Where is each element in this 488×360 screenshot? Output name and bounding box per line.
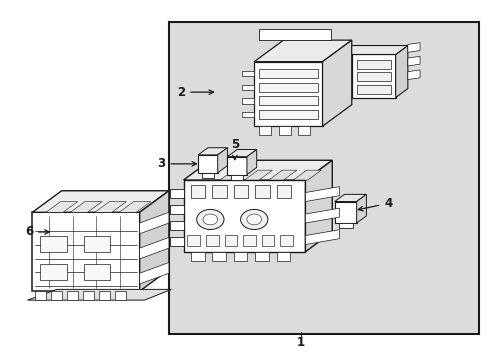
Text: 5: 5 (230, 138, 238, 160)
Polygon shape (32, 212, 140, 291)
Bar (187, 235, 200, 246)
Bar (276, 185, 291, 198)
Text: 3: 3 (157, 157, 196, 170)
Polygon shape (305, 208, 339, 223)
Polygon shape (246, 149, 256, 175)
Polygon shape (27, 289, 171, 300)
Polygon shape (276, 252, 290, 261)
Bar (40, 264, 66, 280)
Polygon shape (242, 71, 254, 76)
Polygon shape (351, 54, 395, 98)
Polygon shape (115, 291, 126, 300)
Bar (261, 235, 274, 246)
Polygon shape (202, 173, 213, 178)
Bar (83, 235, 110, 252)
Bar (243, 235, 255, 246)
Polygon shape (242, 112, 254, 117)
Polygon shape (220, 170, 247, 180)
Bar (255, 185, 269, 198)
Polygon shape (351, 45, 407, 54)
Polygon shape (190, 252, 204, 261)
Text: 6: 6 (25, 225, 49, 238)
Bar (259, 110, 317, 119)
Bar (259, 83, 317, 92)
Bar (83, 264, 110, 280)
Text: 2: 2 (177, 86, 213, 99)
Polygon shape (46, 202, 78, 212)
Polygon shape (356, 194, 366, 223)
Polygon shape (198, 155, 217, 173)
Polygon shape (217, 148, 227, 173)
Polygon shape (140, 237, 168, 259)
Bar (280, 235, 292, 246)
Polygon shape (268, 170, 296, 180)
Bar (233, 185, 248, 198)
Bar (168, 22, 478, 334)
Polygon shape (254, 40, 351, 62)
Polygon shape (35, 291, 45, 300)
Polygon shape (140, 212, 168, 234)
Polygon shape (255, 252, 268, 261)
Polygon shape (169, 189, 183, 198)
Polygon shape (293, 170, 321, 180)
Bar (212, 185, 226, 198)
Text: 1: 1 (296, 336, 304, 348)
Polygon shape (233, 252, 247, 261)
Circle shape (196, 210, 224, 229)
Polygon shape (32, 191, 168, 212)
Bar (356, 60, 390, 69)
Polygon shape (169, 237, 183, 246)
Polygon shape (183, 160, 331, 180)
Polygon shape (198, 148, 227, 155)
Polygon shape (298, 126, 310, 135)
Polygon shape (254, 62, 322, 126)
Polygon shape (169, 221, 183, 230)
Polygon shape (242, 98, 254, 104)
Polygon shape (242, 85, 254, 90)
Bar (190, 185, 205, 198)
Polygon shape (407, 56, 419, 66)
Bar (259, 69, 317, 78)
Polygon shape (322, 40, 351, 126)
Polygon shape (305, 186, 339, 202)
Polygon shape (278, 126, 290, 135)
Polygon shape (259, 126, 271, 135)
Polygon shape (395, 45, 407, 98)
Polygon shape (227, 157, 246, 175)
Polygon shape (119, 202, 151, 212)
Bar (259, 96, 317, 105)
Polygon shape (231, 175, 243, 180)
Polygon shape (83, 291, 94, 300)
Polygon shape (169, 205, 183, 214)
Polygon shape (305, 230, 339, 244)
Polygon shape (305, 160, 331, 252)
Polygon shape (244, 170, 272, 180)
Circle shape (240, 210, 267, 229)
Bar (356, 85, 390, 94)
Polygon shape (212, 252, 225, 261)
Polygon shape (407, 70, 419, 80)
Polygon shape (51, 291, 61, 300)
Polygon shape (95, 202, 126, 212)
Polygon shape (140, 262, 168, 284)
Polygon shape (140, 191, 168, 291)
Polygon shape (99, 291, 110, 300)
Bar (356, 72, 390, 81)
Bar (205, 235, 218, 246)
Bar (224, 235, 237, 246)
Polygon shape (259, 30, 330, 40)
Polygon shape (67, 291, 78, 300)
Bar (40, 235, 66, 252)
Polygon shape (334, 202, 356, 223)
Polygon shape (334, 194, 366, 202)
Polygon shape (70, 202, 102, 212)
Polygon shape (227, 149, 256, 157)
Circle shape (246, 214, 261, 225)
Polygon shape (183, 180, 305, 252)
Polygon shape (338, 223, 352, 228)
Circle shape (203, 214, 217, 225)
Polygon shape (407, 42, 419, 52)
Text: 4: 4 (358, 197, 392, 211)
